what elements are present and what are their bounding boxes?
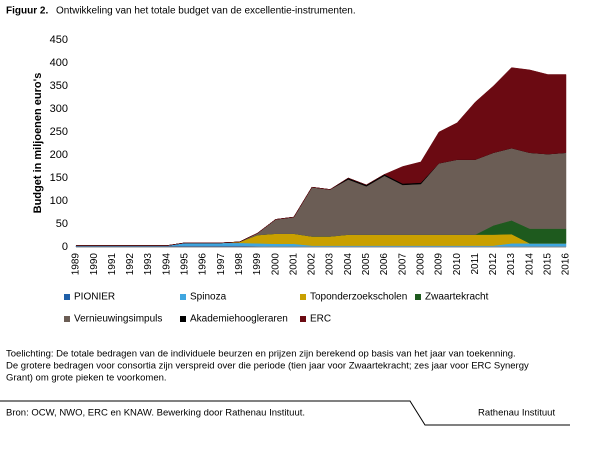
x-tick-label: 2014 bbox=[524, 253, 535, 276]
y-tick-label: 300 bbox=[50, 103, 68, 115]
legend-label: Zwaartekracht bbox=[425, 292, 489, 303]
x-tick-label: 1995 bbox=[180, 253, 191, 276]
y-tick-label: 400 bbox=[50, 57, 68, 69]
y-axis-label: Budget in miljoenen euro's bbox=[32, 73, 44, 214]
x-tick-label: 1990 bbox=[89, 253, 100, 276]
x-tick-label: 2006 bbox=[379, 253, 390, 276]
y-tick-label: 350 bbox=[50, 80, 68, 92]
legend-swatch bbox=[415, 294, 421, 300]
area bbox=[76, 67, 567, 246]
x-tick-label: 1989 bbox=[71, 253, 82, 276]
x-tick-label: 2003 bbox=[325, 253, 336, 276]
x-tick-label: 2011 bbox=[470, 253, 481, 275]
x-tick-label: 2012 bbox=[488, 253, 499, 276]
legend-swatch bbox=[180, 316, 186, 322]
x-tick-label: 2000 bbox=[270, 253, 281, 276]
x-tick-label: 2005 bbox=[361, 253, 372, 276]
legend-label: Akademiehoogleraren bbox=[190, 314, 288, 325]
note: De grotere bedragen voor consortia zijn … bbox=[6, 361, 529, 372]
x-tick-label: 1996 bbox=[198, 253, 209, 276]
legend-label: PIONIER bbox=[74, 292, 115, 303]
legend-swatch bbox=[180, 294, 186, 300]
x-tick-label: 1998 bbox=[234, 253, 245, 276]
y-tick-label: 200 bbox=[50, 149, 68, 161]
x-tick-label: 2016 bbox=[561, 253, 572, 276]
source: Bron: OCW, NWO, ERC en KNAW. Bewerking d… bbox=[6, 408, 305, 419]
legend-swatch bbox=[300, 294, 306, 300]
x-tick-label: 1999 bbox=[252, 253, 263, 276]
x-tick-label: 2004 bbox=[343, 253, 354, 276]
x-tick-label: 1997 bbox=[216, 253, 227, 276]
y-tick-label: 250 bbox=[50, 126, 68, 138]
legend-swatch bbox=[64, 316, 70, 322]
y-tick-label: 100 bbox=[50, 195, 68, 207]
x-tick-label: 1993 bbox=[143, 253, 154, 276]
x-tick-label: 2001 bbox=[288, 253, 299, 276]
legend-label: Spinoza bbox=[190, 292, 227, 303]
figure-label: Figuur 2. bbox=[6, 6, 48, 17]
x-tick-label: 2010 bbox=[452, 253, 463, 276]
legend-swatch bbox=[300, 316, 306, 322]
x-tick-label: 2013 bbox=[506, 253, 517, 276]
chart-title: Ontwikkeling van het totale budget van d… bbox=[56, 6, 356, 17]
x-tick-label: 2002 bbox=[307, 253, 318, 276]
note: Toelichting: De totale bedragen van de i… bbox=[6, 349, 516, 360]
y-tick-label: 150 bbox=[50, 172, 68, 184]
y-tick-label: 0 bbox=[62, 241, 68, 253]
legend-label: Toponderzoekscholen bbox=[310, 292, 407, 303]
x-tick-label: 1991 bbox=[107, 253, 118, 276]
note: Grant) om grote pieken te voorkomen. bbox=[6, 373, 167, 384]
x-tick-label: 2007 bbox=[397, 253, 408, 276]
legend-label: Vernieuwingsimpuls bbox=[74, 314, 162, 325]
x-tick-label: 2008 bbox=[415, 253, 426, 276]
publisher: Rathenau Instituut bbox=[478, 408, 555, 419]
legend-swatch bbox=[64, 294, 70, 300]
x-tick-label: 2009 bbox=[434, 253, 445, 276]
x-tick-label: 1992 bbox=[125, 253, 136, 276]
legend-label: ERC bbox=[310, 314, 331, 325]
y-tick-label: 50 bbox=[56, 218, 68, 230]
footer-rule bbox=[0, 400, 570, 426]
x-tick-label: 1994 bbox=[161, 253, 172, 276]
x-tick-label: 2015 bbox=[542, 253, 553, 276]
y-tick-label: 450 bbox=[50, 34, 68, 46]
